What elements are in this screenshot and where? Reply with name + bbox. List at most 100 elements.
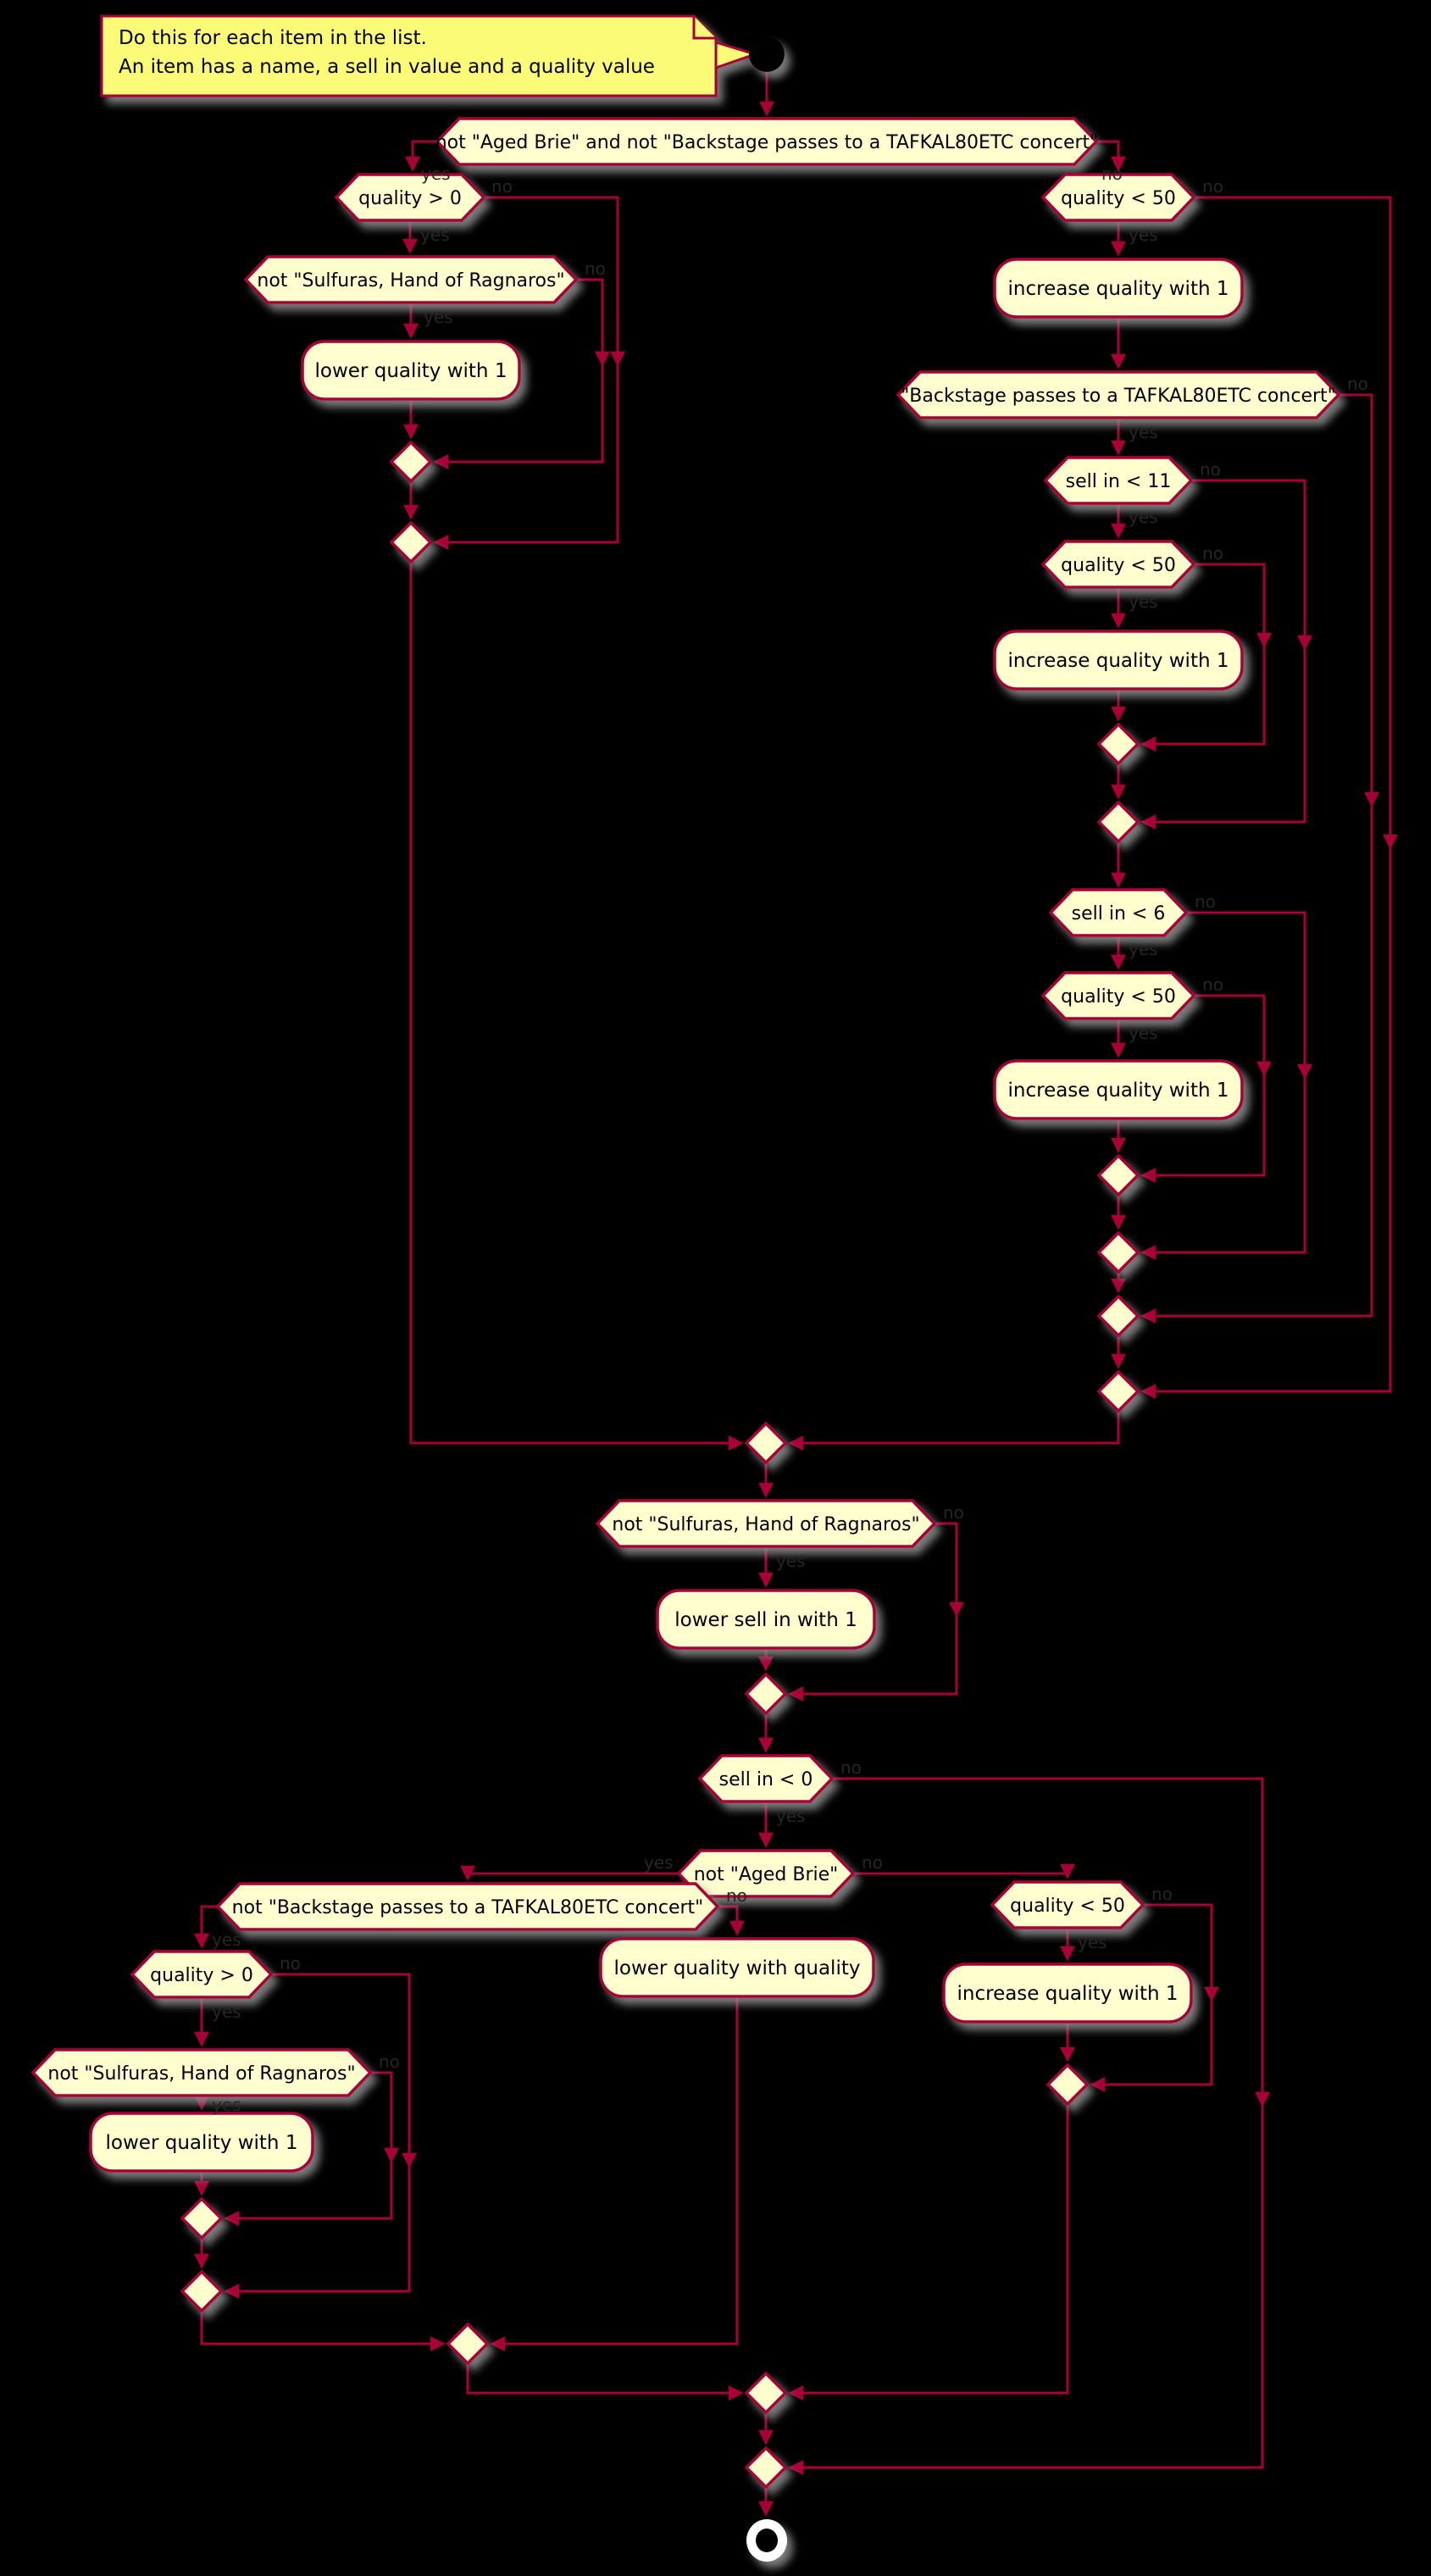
activity-increase-quality-r3 (993, 1059, 1244, 1120)
activity-label: lower sell in with 1 (674, 1609, 857, 1631)
condition-label: not "Sulfuras, Hand of Ragnaros" (47, 2063, 355, 2085)
edge-sulf1-no (433, 278, 604, 469)
activity-label: lower quality with 1 (106, 2132, 298, 2154)
end-node (746, 2519, 787, 2562)
condition-label: quality > 0 (150, 1965, 253, 1986)
condition-label: not "Sulfuras, Hand of Ragnaros" (257, 270, 564, 291)
edge-notbrie-yes (460, 1865, 679, 1881)
edge-qlt50r1-no (1140, 196, 1392, 1399)
edge-backstage-no (1140, 393, 1373, 1324)
condition-backstage (896, 370, 1341, 419)
branch-label-no: no (491, 176, 513, 197)
branch-label-no: no (280, 1953, 301, 1974)
edge-right-to-bigmerge (788, 1411, 1120, 1451)
edge-main-no (1096, 140, 1126, 172)
branch-label-no: no (1151, 1884, 1173, 1904)
activity-label: increase quality with 1 (1008, 278, 1229, 300)
edge-notbrie-no (853, 1863, 1075, 1879)
edge-d13-merge4 (788, 2104, 1069, 2401)
edge-sell11-no (1140, 479, 1306, 830)
edge-lqq-merge3 (490, 1996, 739, 2351)
condition-label: quality < 50 (1061, 986, 1176, 1008)
merge-diamond-final (744, 2446, 788, 2490)
condition-not-sulfuras-top (243, 255, 579, 304)
condition-label: sell in < 6 (1072, 903, 1166, 924)
start-node (749, 36, 785, 72)
branch-label-no: no (1101, 164, 1123, 184)
condition-not-backstage-bottom (215, 1882, 720, 1931)
activity-increase-quality-r2 (993, 630, 1244, 691)
activity-lower-quality-1-top (301, 340, 521, 401)
branch-label-no: no (726, 1885, 747, 1906)
activity-increase-quality-r1 (993, 258, 1244, 319)
condition-label: sell in < 11 (1066, 471, 1172, 492)
condition-not-sulfuras-mid (595, 1499, 937, 1548)
merge-diamond (180, 2196, 224, 2240)
note-body (100, 14, 718, 97)
condition-main-label: not "Aged Brie" and not "Backstage passe… (435, 132, 1099, 153)
branch-label-yes: yes (424, 307, 453, 327)
edge-left-to-bigmerge (409, 562, 744, 1451)
branch-label-yes: yes (644, 1852, 674, 1873)
merge-diamond (1046, 2062, 1090, 2107)
merge-diamond (446, 2322, 490, 2366)
edge-qlt50r2-no (1140, 563, 1266, 752)
condition-sell-in-lt-11 (1043, 456, 1194, 505)
condition-label: not "Aged Brie" (694, 1864, 839, 1885)
activity-lower-quality-quality (599, 1937, 875, 1998)
activity-label: increase quality with 1 (1008, 650, 1229, 672)
note-text-line2: An item has a name, a sell in value and … (119, 56, 655, 78)
activity-label: increase quality with 1 (957, 1983, 1179, 2005)
activity-lower-quality-1-bottom (89, 2112, 314, 2173)
note-text-line1: Do this for each item in the list. (119, 27, 427, 49)
branch-label-no: no (1200, 459, 1221, 480)
condition-quality-gt-0-bottom (130, 1950, 274, 1999)
condition-quality-lt-50-r1 (1040, 173, 1196, 222)
edge-qlt50r3-no (1140, 994, 1266, 1183)
edge-sell0-no (788, 1777, 1264, 2475)
condition-label: quality < 50 (1061, 188, 1176, 209)
edge-notbackstage-yes (194, 1905, 218, 1949)
flow-edges (194, 72, 1398, 2517)
merge-diamond (1096, 1153, 1140, 1197)
condition-label: not "Backstage passes to a TAFKAL80ETC c… (232, 1897, 704, 1918)
note-fold (692, 16, 716, 40)
condition-quality-lt-50-bottom (990, 1880, 1145, 1929)
condition-label: quality < 50 (1061, 555, 1176, 576)
branch-label-yes: yes (1129, 422, 1158, 442)
edge-notbackstage-no (718, 1905, 745, 1936)
merge-diamond (180, 2269, 224, 2313)
branch-label-yes: yes (1129, 939, 1158, 959)
branch-label-no: no (862, 1852, 883, 1873)
condition-label: quality > 0 (358, 188, 462, 209)
activity-increase-quality-bottom (942, 1963, 1193, 2024)
edge-qgt0b-no (224, 1973, 411, 2299)
merge-diamond-big (744, 1421, 788, 1465)
condition-main (435, 117, 1099, 166)
merge-diamond (389, 440, 433, 484)
branch-label-no: no (840, 1757, 862, 1778)
condition-label: sell in < 0 (719, 1769, 813, 1790)
merge-diamond (1096, 1369, 1140, 1413)
branch-label-no: no (1202, 543, 1223, 564)
merge-diamond (1096, 800, 1140, 844)
branch-label-yes: yes (212, 1929, 241, 1950)
condition-sell-in-lt-6 (1048, 888, 1189, 937)
note (100, 14, 759, 97)
branch-label-yes: yes (776, 1551, 806, 1571)
edge-qgt0a-no (433, 196, 619, 550)
condition-label: "Backstage passes to a TAFKAL80ETC conce… (901, 386, 1336, 407)
branch-label-no: no (1202, 974, 1223, 995)
branch-label-no: no (1347, 374, 1368, 394)
condition-quality-lt-50-r2 (1040, 540, 1196, 589)
merge-diamond (744, 2371, 788, 2415)
branch-label-yes: yes (1129, 1023, 1158, 1043)
branch-label-yes: yes (1129, 507, 1158, 527)
edge-d12-merge3 (200, 2311, 446, 2351)
condition-label: quality < 50 (1010, 1896, 1125, 1917)
edge-sell6-no (1140, 911, 1306, 1260)
merge-diamond (1096, 722, 1140, 766)
branch-label-no: no (1195, 891, 1216, 912)
branch-label-yes: yes (776, 1806, 806, 1826)
